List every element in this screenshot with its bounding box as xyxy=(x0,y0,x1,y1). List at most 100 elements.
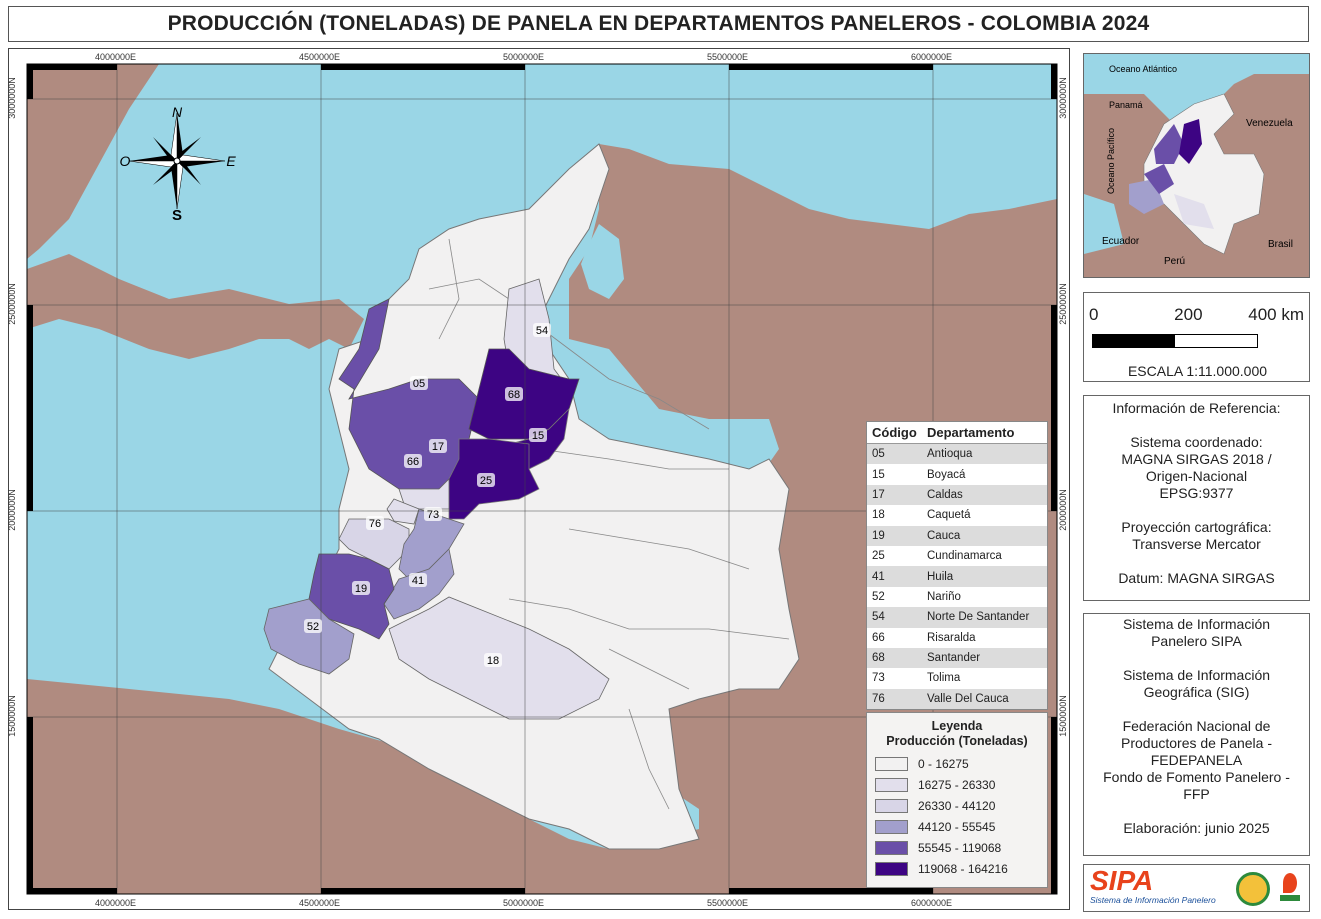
fedepanela-emblem-icon xyxy=(1236,872,1270,906)
northing-label-left-3: 2000000N xyxy=(6,489,17,531)
compass-e: E xyxy=(226,153,236,169)
codes-table-code: 66 xyxy=(872,631,885,644)
land-ecuador-peru xyxy=(27,679,699,894)
reference-projection-label: Proyección cartográfica: xyxy=(1121,519,1272,535)
northing-label-right-4: 1500000N xyxy=(1057,695,1068,737)
easting-label-bottom-2: 4500000E xyxy=(299,898,341,908)
map-code-label: 41 xyxy=(412,575,424,587)
scale-bar xyxy=(1092,334,1258,348)
codes-table-row: 66 Risaralda xyxy=(867,627,1047,648)
codes-table-department: Caldas xyxy=(927,488,963,501)
credits-l4: Geográfica (SIG) xyxy=(1143,684,1250,700)
reference-info-panel: Información de Referencia: Sistema coord… xyxy=(1083,395,1310,601)
lake-maracaibo xyxy=(581,224,624,299)
codes-table-code: 68 xyxy=(872,652,885,665)
inset-label-pacific: Oceano Pacífico xyxy=(1106,128,1116,194)
credits-l3: Sistema de Información xyxy=(1122,667,1271,683)
easting-label-bottom-4: 5500000E xyxy=(707,898,749,908)
sipa-logo-tagline: Sistema de Información Panelero xyxy=(1090,895,1216,905)
easting-label-top-4: 5500000E xyxy=(707,52,749,62)
legend-label: 44120 - 55545 xyxy=(918,819,996,834)
legend: Leyenda Producción (Toneladas) 0 - 16275… xyxy=(866,712,1048,888)
codes-table-row: 68 Santander xyxy=(867,647,1047,669)
dept-66-risaralda xyxy=(386,498,420,525)
legend-item: 0 - 16275 xyxy=(867,753,1047,774)
inset-label-panama: Panamá xyxy=(1109,100,1143,110)
codes-table-row: 25 Cundinamarca xyxy=(867,545,1047,567)
codes-table-row: 15 Boyacá xyxy=(867,464,1047,485)
sipa-logo: SIPA Sistema de Información Panelero xyxy=(1090,867,1235,911)
easting-label-top-5: 6000000E xyxy=(911,52,953,62)
easting-label-top-2: 4500000E xyxy=(299,52,341,62)
credits-l9: FFP xyxy=(1183,786,1210,802)
legend-swatch xyxy=(875,777,908,792)
legend-item: 44120 - 55545 xyxy=(867,816,1047,837)
map-code-label: 66 xyxy=(407,456,419,468)
map-code-label: 17 xyxy=(432,441,444,453)
map-code-label: 05 xyxy=(413,378,425,390)
legend-title-line1: Leyenda xyxy=(931,719,983,733)
compass-s: S xyxy=(172,207,182,224)
northing-label-left-4: 1500000N xyxy=(6,695,17,737)
credits-l10: Elaboración: junio 2025 xyxy=(1123,820,1270,836)
north-arrow-icon xyxy=(128,112,226,210)
reference-system-l3: EPSG:9377 xyxy=(1159,485,1234,501)
colombia-territory xyxy=(268,143,800,850)
codes-table-code: 54 xyxy=(872,611,885,624)
reference-system-l1: MAGNA SIRGAS 2018 / xyxy=(1121,451,1272,467)
map-code-label-bg xyxy=(366,516,384,530)
codes-table-code: 05 xyxy=(872,448,885,461)
land-panama xyxy=(27,254,364,359)
codes-table-code: 19 xyxy=(872,529,885,542)
map-code-label-bg xyxy=(429,439,447,453)
scale-bar-panel: 0 200 400 km ESCALA 1:11.000.000 xyxy=(1083,292,1310,382)
sipa-logo-text: SIPA xyxy=(1090,865,1154,896)
northing-label-right-2: 2500000N xyxy=(1057,283,1068,325)
codes-table-department: Cauca xyxy=(927,529,961,542)
legend-swatch xyxy=(875,840,908,855)
codes-table-department: Risaralda xyxy=(927,631,976,644)
legend-items: 0 - 16275 16275 - 26330 26330 - 44120 44120… xyxy=(867,753,1047,879)
scale-bar-white xyxy=(1175,335,1257,347)
codes-table-row: 19 Cauca xyxy=(867,525,1047,546)
codes-table-row: 76 Valle Del Cauca xyxy=(867,688,1047,710)
codes-table-body: 05 Antioqua 15 Boyacá 17 Caldas 18 Caquetá 19 Cau… xyxy=(867,444,1047,710)
legend-swatch xyxy=(875,819,908,834)
legend-label: 16275 - 26330 xyxy=(918,777,996,792)
codes-table-row: 17 Caldas xyxy=(867,484,1047,506)
codes-table-code: 73 xyxy=(872,672,885,685)
map-code-label: 25 xyxy=(480,475,492,487)
credits-l2: Panelero SIPA xyxy=(1151,633,1242,649)
land-central-america xyxy=(27,64,159,259)
codes-table-code: 76 xyxy=(872,692,885,705)
reference-system-l2: Origen-Nacional xyxy=(1145,468,1248,484)
legend-swatch xyxy=(875,861,908,876)
location-inset-map: Oceano Atlántico Panamá Oceano Pacífico … xyxy=(1083,53,1310,278)
easting-label-top-3: 5000000E xyxy=(503,52,545,62)
codes-table-code: 18 xyxy=(872,509,885,522)
inset-map-svg: Oceano Atlántico Panamá Oceano Pacífico … xyxy=(1084,54,1309,277)
map-code-label-bg xyxy=(410,376,428,390)
codes-table-department: Santander xyxy=(927,652,981,665)
reference-system-label: Sistema coordenado: xyxy=(1130,434,1263,450)
compass-w: O xyxy=(120,153,131,169)
map-code-label: 68 xyxy=(508,389,520,401)
credits-l1: Sistema de Información xyxy=(1122,616,1271,632)
credits-l5: Federación Nacional de xyxy=(1122,718,1271,734)
reference-projection: Transverse Mercator xyxy=(1132,536,1261,552)
codes-table-row: 41 Huila xyxy=(867,566,1047,587)
inset-label-venezuela: Venezuela xyxy=(1246,118,1293,129)
inset-label-atlantic: Oceano Atlántico xyxy=(1109,64,1177,74)
credits-l6: Productores de Panela - xyxy=(1121,735,1272,751)
credits-l8: Fondo de Fomento Panelero - xyxy=(1103,769,1290,785)
frame-ticks xyxy=(27,64,1057,894)
legend-label: 55545 - 119068 xyxy=(918,840,1002,855)
scale-tick-0: 0 xyxy=(1089,305,1099,324)
header-department: Departamento xyxy=(927,425,1015,440)
scale-tick-400: 400 km xyxy=(1248,305,1304,324)
easting-label-top-1: 4000000E xyxy=(95,52,137,62)
codes-table-department: Tolima xyxy=(927,672,961,685)
reference-heading: Información de Referencia: xyxy=(1112,400,1281,416)
map-code-label-bg xyxy=(477,473,495,487)
legend-swatch xyxy=(875,798,908,813)
